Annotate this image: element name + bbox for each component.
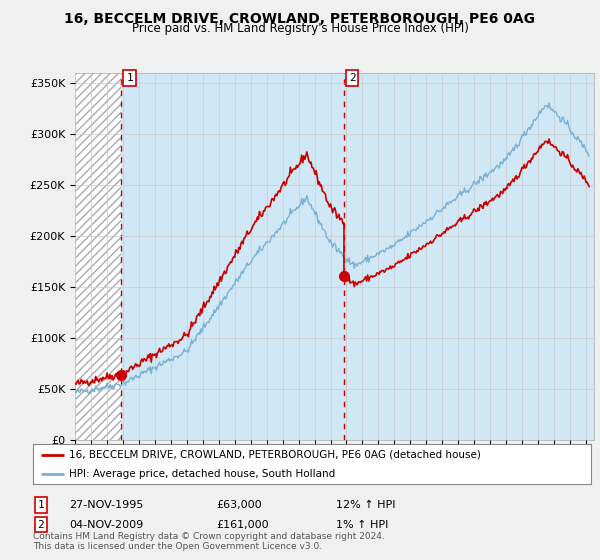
Bar [75,73,121,440]
Text: 2: 2 [37,520,44,530]
Text: 12% ↑ HPI: 12% ↑ HPI [336,500,395,510]
Text: 2: 2 [349,73,355,83]
Text: 04-NOV-2009: 04-NOV-2009 [69,520,143,530]
Text: 16, BECCELM DRIVE, CROWLAND, PETERBOROUGH, PE6 0AG (detached house): 16, BECCELM DRIVE, CROWLAND, PETERBOROUG… [69,450,481,460]
Text: Price paid vs. HM Land Registry's House Price Index (HPI): Price paid vs. HM Land Registry's House … [131,22,469,35]
Text: 1: 1 [126,73,133,83]
Text: 16, BECCELM DRIVE, CROWLAND, PETERBOROUGH, PE6 0AG: 16, BECCELM DRIVE, CROWLAND, PETERBOROUG… [65,12,536,26]
Bar [121,73,594,440]
Text: £161,000: £161,000 [216,520,269,530]
Text: 1: 1 [37,500,44,510]
Text: HPI: Average price, detached house, South Holland: HPI: Average price, detached house, Sout… [69,469,335,478]
Text: 1% ↑ HPI: 1% ↑ HPI [336,520,388,530]
Text: £63,000: £63,000 [216,500,262,510]
Text: Contains HM Land Registry data © Crown copyright and database right 2024.
This d: Contains HM Land Registry data © Crown c… [33,531,385,551]
Text: 27-NOV-1995: 27-NOV-1995 [69,500,143,510]
